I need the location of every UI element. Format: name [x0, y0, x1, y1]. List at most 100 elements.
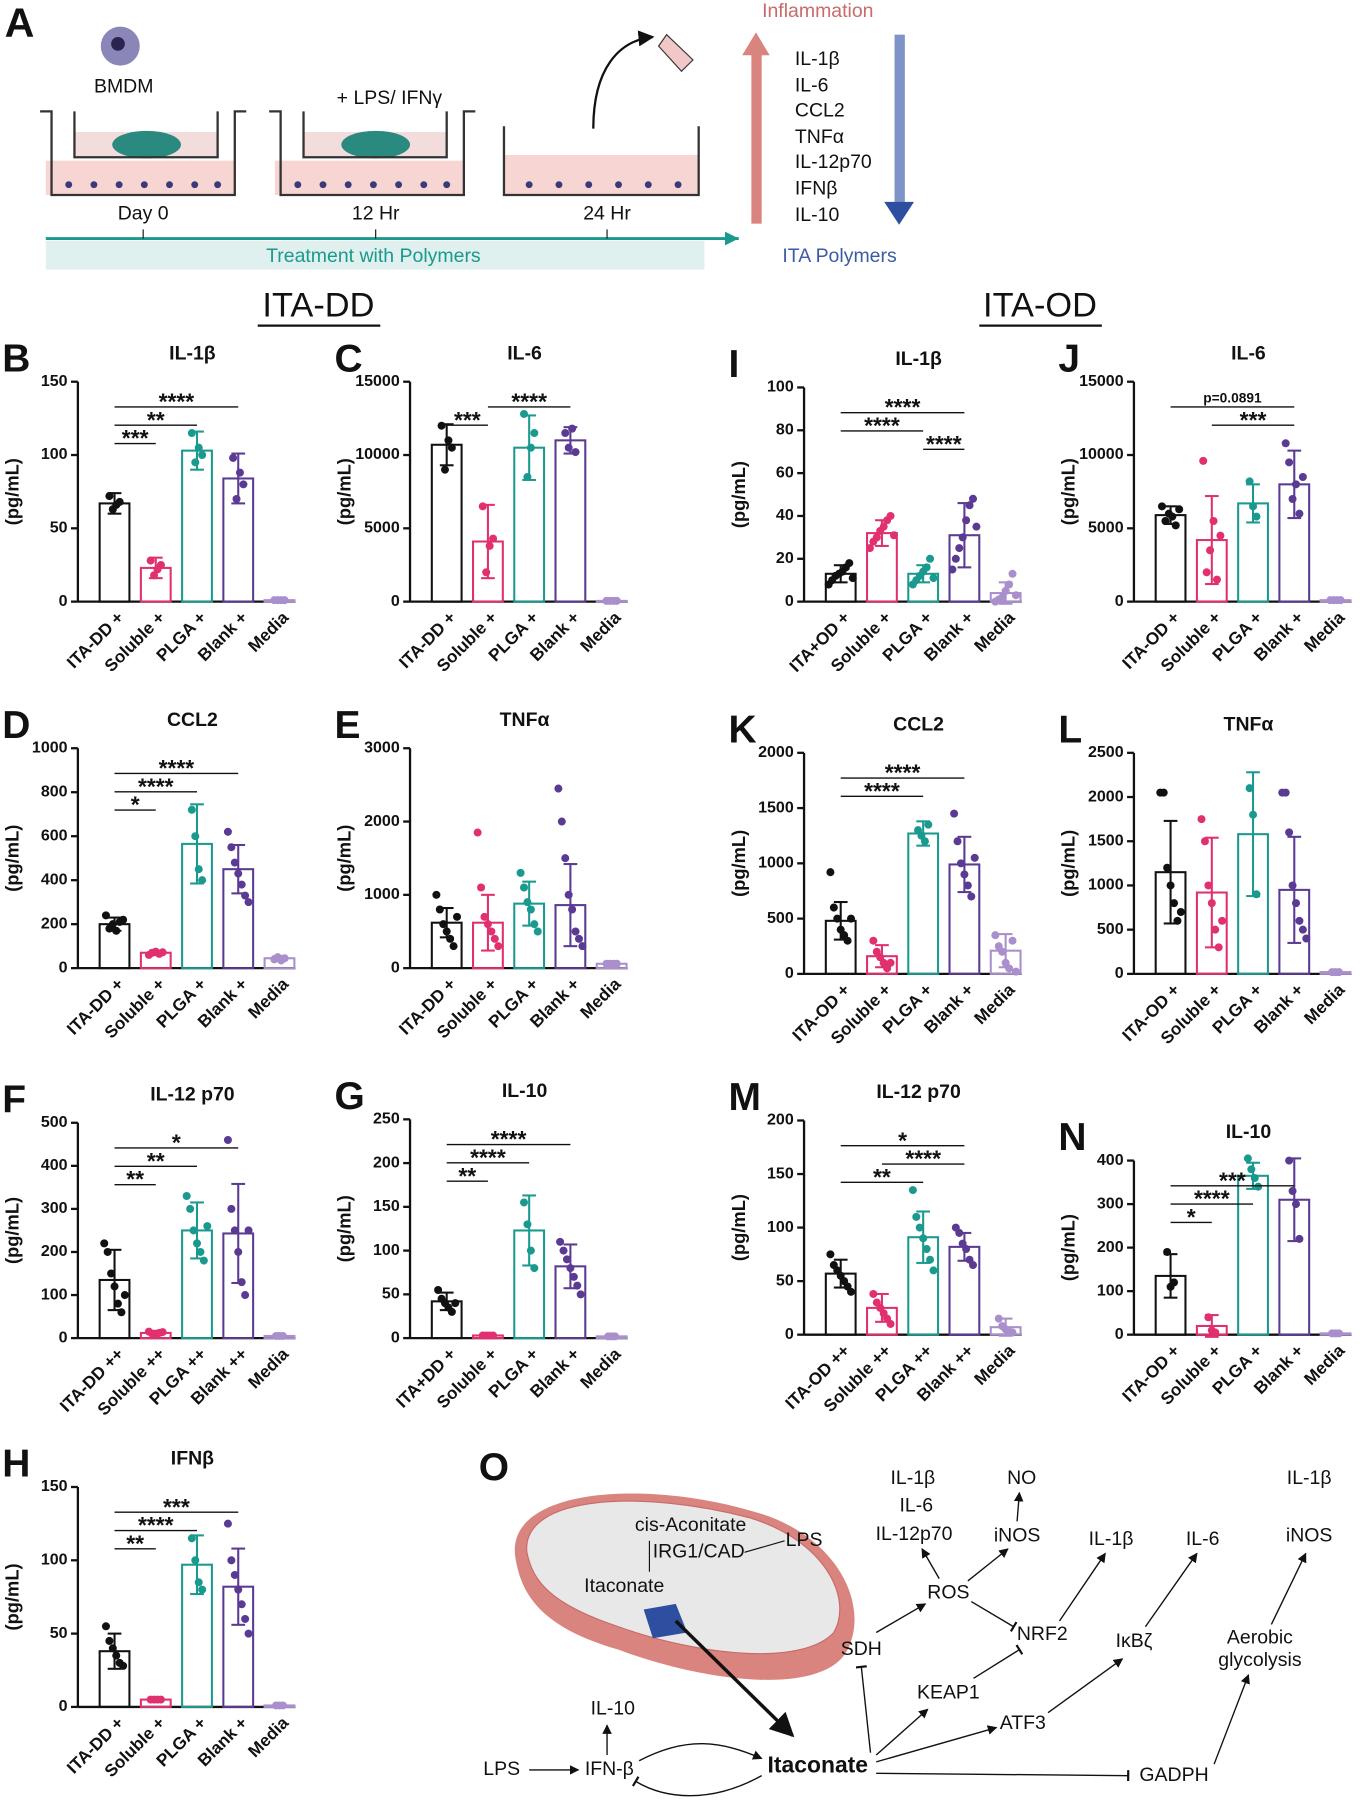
data-point: [886, 1319, 895, 1328]
data-point: [203, 1222, 212, 1231]
data-point: [845, 559, 854, 568]
data-point: [1170, 899, 1179, 908]
data-point: [158, 1328, 167, 1337]
y-tick-label: 300: [1097, 1194, 1124, 1212]
data-point: [1295, 1234, 1304, 1243]
significance-label: *: [1187, 1204, 1196, 1230]
data-point: [482, 568, 491, 577]
data-point: [1298, 925, 1307, 934]
y-axis-label: (pg/mL): [334, 825, 355, 892]
panel-letter: M: [728, 1076, 760, 1119]
data-point: [1157, 502, 1166, 511]
data-point: [564, 890, 573, 899]
chart-title: IL-1β: [895, 348, 942, 370]
polymer-scaffold: [341, 130, 411, 159]
data-point: [1285, 1156, 1294, 1165]
panel-letter: K: [728, 708, 756, 751]
data-point: [477, 883, 486, 892]
significance-label: **: [147, 407, 165, 433]
node: glycolysis: [1218, 1649, 1302, 1671]
y-tick-label: 0: [785, 964, 794, 982]
data-point: [1199, 456, 1208, 465]
data-point: [1202, 568, 1211, 577]
data-point: [929, 1266, 938, 1275]
node: IL-1β: [1287, 1467, 1332, 1489]
bar: [181, 449, 213, 603]
data-point: [562, 1255, 571, 1264]
data-point: [1204, 1313, 1213, 1322]
data-point: [1243, 1154, 1252, 1163]
polymer-arrow: [894, 34, 905, 205]
data-point: [230, 1570, 239, 1579]
data-point: [244, 898, 253, 907]
data-point: [434, 1285, 443, 1294]
y-axis-label: (pg/mL): [2, 458, 23, 525]
cytokine: IFNβ: [795, 177, 838, 199]
x-tick-label: Media: [244, 1343, 293, 1392]
y-tick-label: 400: [41, 1156, 68, 1174]
data-point: [991, 931, 1000, 940]
significance-label: ****: [470, 1144, 506, 1170]
data-point: [1005, 964, 1014, 973]
y-tick-label: 150: [41, 372, 68, 390]
data-point: [158, 948, 167, 957]
data-point: [922, 1244, 931, 1254]
y-tick-label: 10000: [355, 445, 400, 463]
data-point: [1163, 1247, 1172, 1256]
y-tick-label: 2000: [758, 743, 794, 761]
y-tick-label: 0: [785, 592, 794, 610]
data-point: [919, 1234, 928, 1243]
data-point: [1163, 863, 1172, 872]
data-point: [191, 1556, 200, 1565]
y-tick-label: 200: [41, 1242, 68, 1260]
y-axis-label: (pg/mL): [728, 461, 749, 528]
data-point: [967, 892, 976, 901]
data-point: [189, 1226, 198, 1235]
data-point: [234, 869, 243, 878]
inflammation-arrow-head: [742, 32, 770, 56]
network-edges: [529, 1491, 1307, 1797]
data-point: [120, 1291, 129, 1300]
data-point: [847, 914, 856, 923]
data-point: [965, 501, 974, 510]
data-point: [960, 870, 969, 879]
data-point: [559, 1246, 568, 1255]
y-tick-label: 5000: [1088, 519, 1124, 537]
data-point: [1245, 477, 1254, 486]
y-tick-label: 100: [373, 1241, 400, 1259]
data-point: [612, 596, 621, 605]
mito-label: cis-Aconitate: [635, 1514, 746, 1536]
data-point: [571, 927, 580, 936]
data-point: [951, 554, 960, 563]
data-point: [826, 868, 835, 877]
data-point: [970, 853, 979, 862]
data-point: [1197, 815, 1206, 824]
y-tick-label: 100: [1097, 1281, 1124, 1299]
data-point: [561, 854, 570, 863]
data-point: [1011, 967, 1020, 976]
data-point: [108, 920, 117, 929]
data-point: [235, 468, 244, 477]
data-point: [865, 544, 874, 553]
data-point: [244, 1226, 253, 1235]
data-point: [962, 516, 971, 525]
mito-label: LPS: [786, 1529, 823, 1551]
well-outline: [40, 110, 247, 197]
significance-label: p=0.0891: [1203, 391, 1262, 406]
data-point: [473, 828, 482, 837]
data-point: [156, 1695, 165, 1704]
chart-title: CCL2: [893, 713, 944, 735]
panel-letter: O: [479, 1446, 509, 1489]
data-point: [568, 905, 577, 914]
data-point: [1212, 575, 1221, 584]
data-point: [523, 473, 532, 482]
data-point: [848, 574, 857, 583]
x-tick-label: Media: [244, 607, 293, 656]
data-point: [494, 942, 503, 951]
y-axis-label: (pg/mL): [334, 1195, 355, 1262]
data-point: [112, 926, 121, 935]
panel-letter: I: [728, 343, 739, 386]
